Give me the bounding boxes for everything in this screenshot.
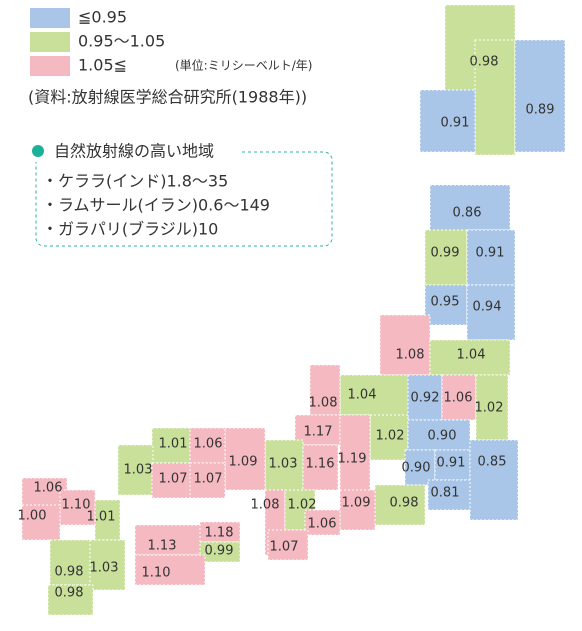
region: [469, 439, 519, 521]
region: [304, 509, 341, 536]
region-value: 0.94: [473, 300, 502, 315]
region: [47, 584, 94, 616]
region: [407, 419, 471, 451]
region: [49, 539, 91, 586]
callout-item: ・ガラパリ(ブラジル)10: [42, 220, 218, 239]
region-value: 1.07: [194, 472, 223, 487]
region-value: 1.06: [444, 391, 473, 406]
region-value: 1.06: [308, 517, 337, 532]
region: [117, 444, 154, 496]
region-value: 1.13: [148, 539, 177, 554]
region: [264, 439, 304, 491]
legend-swatch: [30, 8, 70, 28]
region-value: 1.00: [18, 509, 47, 524]
region: [134, 554, 206, 586]
region: [441, 374, 477, 421]
region-value: 0.98: [55, 586, 84, 601]
region-value: 1.08: [309, 396, 338, 411]
region: [89, 539, 126, 591]
region: [466, 229, 516, 286]
region-value: 1.02: [288, 498, 317, 513]
region-value: 1.09: [342, 496, 371, 511]
region: [427, 479, 471, 511]
region-value: 0.91: [476, 246, 505, 261]
region-value: 0.95: [431, 295, 460, 310]
region-value: 0.91: [437, 456, 466, 471]
region-value: 1.01: [87, 510, 116, 525]
legend-label: 0.95〜1.05: [78, 32, 165, 51]
region-value: 1.04: [348, 388, 377, 403]
region-value: 1.16: [306, 457, 335, 472]
region-value: 0.99: [431, 246, 460, 261]
region: [514, 39, 566, 153]
region: [404, 449, 436, 486]
region-value: 1.19: [338, 452, 367, 467]
region-value: 1.10: [142, 566, 171, 581]
source: (資料:放射線医学総合研究所(1988年)): [28, 88, 307, 107]
region-value: 0.81: [431, 486, 460, 501]
region-value: 1.04: [457, 348, 486, 363]
region-value: 1.03: [90, 561, 119, 576]
region-value: 1.18: [205, 526, 234, 541]
region-value: 1.17: [304, 425, 333, 440]
region: [59, 489, 96, 526]
callout-title: 自然放射線の高い地域: [54, 142, 214, 161]
legend-label: 1.05≦: [78, 56, 127, 75]
region-value: 0.90: [428, 429, 457, 444]
region: [374, 484, 426, 526]
region-value: 1.03: [269, 457, 298, 472]
region-value: 0.90: [402, 461, 431, 476]
region-value: 0.89: [526, 103, 555, 118]
region: [429, 339, 511, 376]
region-value: 1.08: [396, 348, 425, 363]
callout-mask: [30, 140, 240, 162]
region: [189, 462, 226, 499]
region-value: 1.01: [159, 437, 188, 452]
region: [267, 529, 309, 561]
region: [419, 89, 476, 153]
region: [309, 364, 341, 416]
legend-label: ≦0.95: [78, 8, 127, 27]
region-value: 1.10: [62, 498, 91, 513]
region: [379, 314, 431, 376]
unit-note: (単位:ミリシーベルト/年): [175, 58, 312, 73]
region-value: 1.08: [251, 498, 280, 513]
region-value: 0.98: [470, 55, 499, 70]
callout-dot: [32, 145, 44, 157]
region: [94, 499, 121, 541]
region: [475, 374, 509, 441]
callout-item: ・ケララ(インド)1.8〜35: [42, 172, 228, 191]
legend-swatch: [30, 56, 70, 76]
region-value: 1.06: [34, 481, 63, 496]
region: [134, 524, 201, 556]
region-value: 0.92: [411, 391, 440, 406]
region: [429, 184, 511, 231]
region-value: 0.86: [453, 206, 482, 221]
region-value: 0.99: [205, 544, 234, 559]
region-value: 0.98: [55, 565, 84, 580]
region-value: 0.85: [478, 455, 507, 470]
region-value: 1.03: [124, 463, 153, 478]
region-value: 1.02: [376, 429, 405, 444]
region: [151, 462, 191, 499]
region-value: 0.91: [441, 116, 470, 131]
region: [466, 284, 516, 341]
callout-item: ・ラムサール(イラン)0.6〜149: [42, 196, 270, 215]
region-value: 1.06: [194, 437, 223, 452]
legend-swatch: [30, 32, 70, 52]
region: [339, 489, 376, 531]
region-value: 1.02: [475, 401, 504, 416]
region-value: 0.98: [390, 496, 419, 511]
region-value: 1.07: [270, 540, 299, 555]
region: [21, 504, 61, 541]
region: [199, 541, 241, 563]
region: [302, 444, 339, 491]
region-value: 1.09: [229, 455, 258, 470]
region: [189, 427, 226, 464]
region-value: 1.07: [159, 472, 188, 487]
